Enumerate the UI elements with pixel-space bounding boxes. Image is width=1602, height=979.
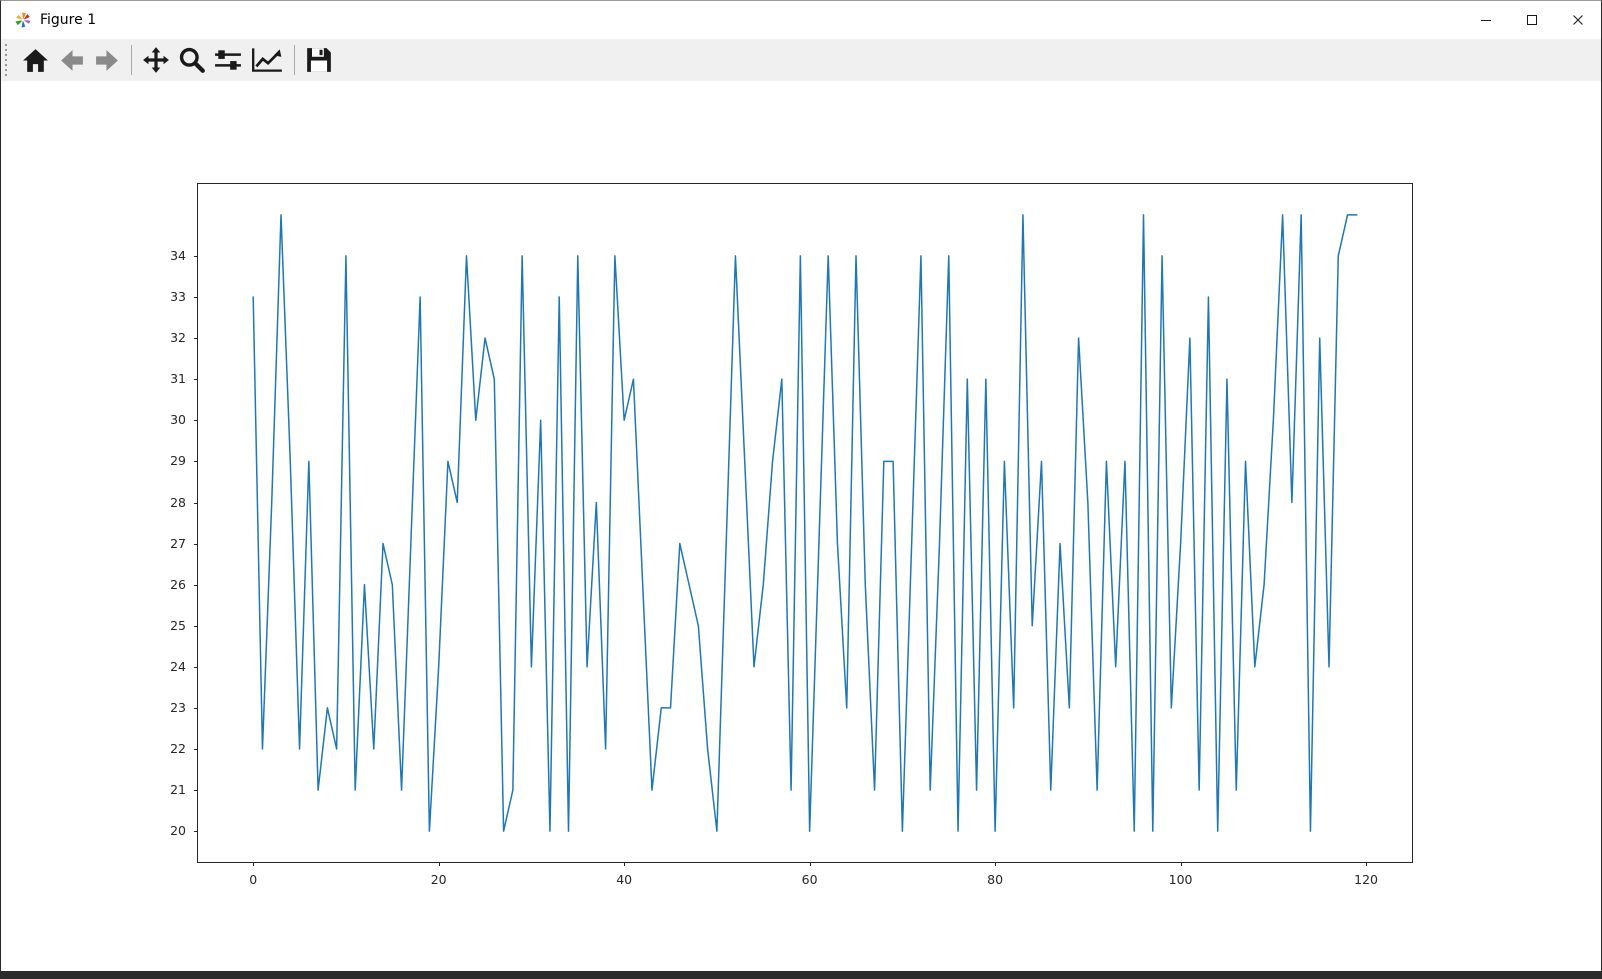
x-tick-label: 120 (1354, 872, 1379, 887)
y-tick-label: 25 (170, 617, 186, 633)
x-tick-mark (438, 862, 440, 866)
home-icon (22, 48, 48, 72)
forward-button[interactable] (89, 41, 125, 79)
toolbar-separator (294, 45, 295, 75)
sliders-icon (215, 50, 241, 70)
y-tick-mark (194, 420, 198, 422)
navigation-toolbar (1, 39, 1601, 81)
x-tick-mark (995, 862, 997, 866)
toolbar-separator (131, 45, 132, 75)
y-tick-mark (194, 297, 198, 298)
x-tick-label: 40 (616, 872, 633, 887)
x-tick-mark (1366, 862, 1368, 866)
x-tick-label: 100 (1168, 872, 1193, 887)
x-tick-label: 0 (249, 872, 258, 887)
y-tick-label: 23 (170, 699, 186, 715)
data-line (252, 214, 1358, 832)
y-tick-mark (194, 666, 198, 668)
minimize-icon (1481, 20, 1491, 21)
x-tick-mark (253, 862, 255, 866)
close-icon (1573, 15, 1583, 25)
line-chart-icon (252, 48, 282, 72)
y-tick-mark (194, 707, 198, 709)
pan-button[interactable] (138, 41, 174, 79)
y-tick-label: 30 (170, 412, 186, 428)
close-button[interactable] (1555, 1, 1601, 39)
axes[interactable]: 0 20 40 60 80 100 120 20 21 22 23 24 25 26 27 28 29 30 31 3… (170, 183, 1413, 887)
y-tick-label: 27 (170, 535, 186, 551)
pan-icon (143, 47, 169, 73)
window-bottom-border (1, 971, 1601, 979)
back-arrow-icon (60, 49, 83, 71)
y-tick-label: 29 (170, 453, 186, 469)
x-tick-mark (1180, 862, 1182, 866)
matplotlib-logo-icon (15, 12, 31, 28)
configure-subplots-button[interactable] (210, 41, 246, 79)
x-tick-mark (809, 862, 811, 866)
y-tick-mark (194, 749, 198, 750)
y-tick-label: 24 (170, 658, 186, 674)
y-tick-label: 21 (170, 782, 186, 798)
x-tick-mark (624, 862, 626, 866)
y-tick-label: 31 (170, 371, 186, 387)
y-tick-mark (194, 461, 198, 463)
toolbar-grip-handle[interactable] (5, 44, 8, 76)
y-tick-mark (194, 543, 198, 545)
forward-arrow-icon (95, 49, 118, 71)
y-tick-mark (194, 502, 198, 504)
maximize-button[interactable] (1509, 1, 1555, 39)
y-tick-label: 34 (170, 247, 186, 263)
y-tick-mark (194, 831, 198, 833)
save-button[interactable] (301, 41, 337, 79)
x-tick-label: 80 (987, 872, 1004, 887)
y-tick-label: 28 (170, 494, 186, 510)
y-tick-mark (194, 584, 198, 586)
x-tick-label: 60 (801, 872, 818, 887)
y-tick-mark (194, 790, 198, 792)
figure-canvas[interactable]: 0 20 40 60 80 100 120 20 21 22 23 24 25 26 27 28 29 30 31 3… (1, 81, 1601, 971)
save-icon (307, 48, 331, 72)
y-tick-mark (194, 379, 198, 381)
y-tick-label: 22 (170, 741, 186, 756)
y-tick-label: 32 (170, 330, 186, 346)
title-bar[interactable]: Figure 1 (1, 1, 1601, 39)
y-tick-mark (194, 338, 198, 340)
window-controls (1463, 1, 1601, 39)
y-tick-label: 33 (170, 289, 186, 304)
zoom-icon (179, 47, 205, 73)
edit-parameters-button[interactable] (246, 41, 288, 79)
zoom-button[interactable] (174, 41, 210, 79)
y-tick-label: 20 (170, 823, 186, 839)
back-button[interactable] (53, 41, 89, 79)
maximize-icon (1527, 15, 1537, 25)
x-tick-label: 20 (430, 872, 447, 887)
plot-area (252, 214, 1358, 832)
y-tick-mark (194, 625, 198, 627)
y-tick-mark (194, 255, 198, 257)
window-title: Figure 1 (40, 12, 97, 28)
minimize-button[interactable] (1463, 1, 1509, 39)
y-tick-label: 26 (170, 576, 186, 592)
home-button[interactable] (17, 41, 53, 79)
